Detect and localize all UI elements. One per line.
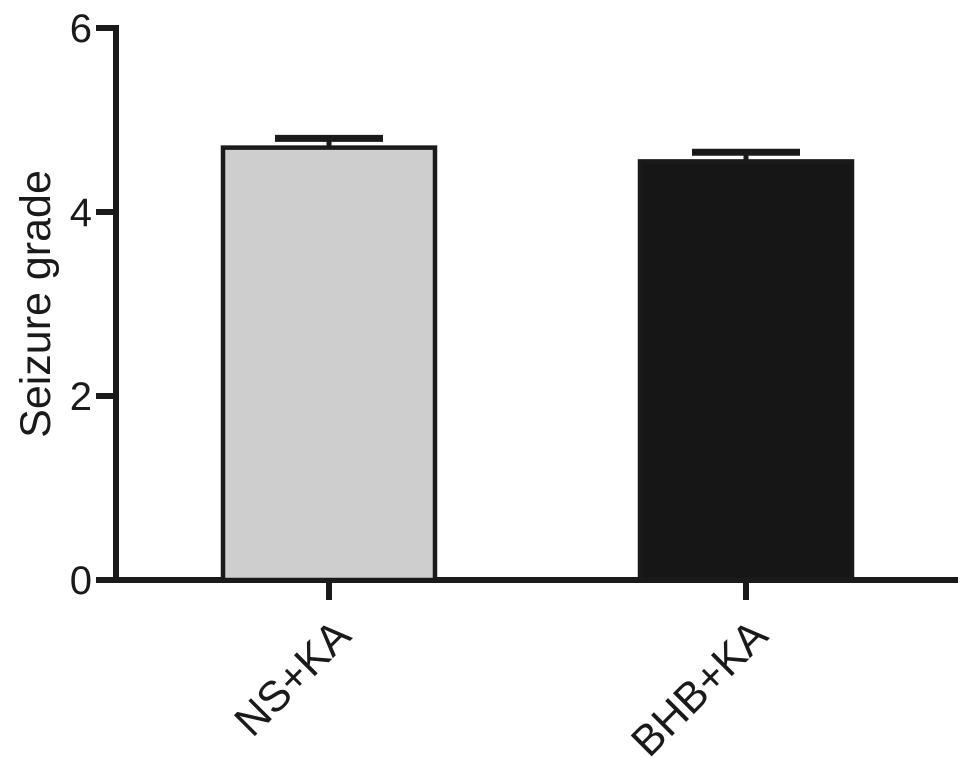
- y-tick-labels: 0 2 4 6: [70, 7, 92, 603]
- y-tick-label: 2: [70, 375, 92, 419]
- y-axis-title: Seizure grade: [12, 170, 60, 438]
- x-category-labels: NS+KA BHB+KA: [226, 611, 778, 757]
- x-category-label: BHB+KA: [622, 611, 777, 757]
- bar-NS+KA: [220, 145, 438, 583]
- bars: [220, 145, 855, 583]
- x-category-label: NS+KA: [226, 611, 361, 746]
- y-tick-label: 4: [70, 191, 92, 235]
- error-bars: [275, 134, 800, 162]
- y-tick-label: 6: [70, 7, 92, 51]
- y-tick-label: 0: [70, 559, 92, 603]
- bar-BHB+KA: [637, 159, 855, 583]
